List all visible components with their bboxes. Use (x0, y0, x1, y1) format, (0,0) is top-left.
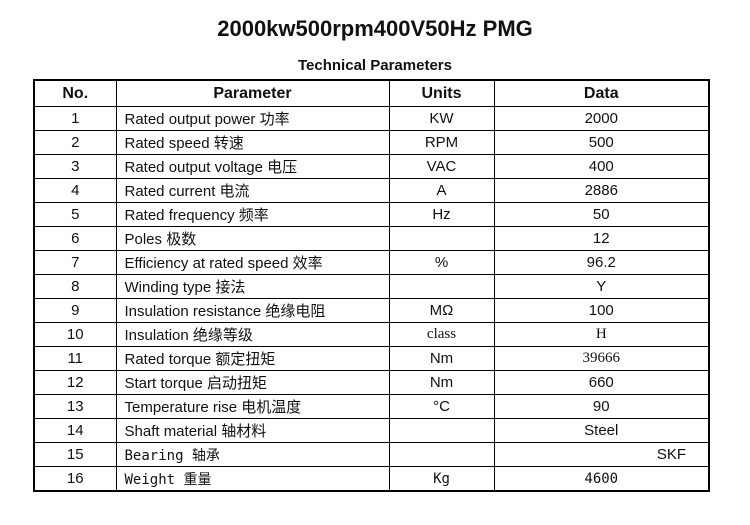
cell-data: 96.2 (493, 250, 710, 275)
cell-row-number: 10 (33, 322, 117, 347)
cell-parameter: Weight 重量 (115, 466, 390, 492)
cell-data: 2886 (493, 178, 710, 203)
cell-row-number: 14 (33, 418, 117, 443)
cell-units: A (388, 178, 495, 203)
cell-data: 39666 (493, 346, 710, 371)
cell-row-number: 4 (33, 178, 117, 203)
cell-parameter: Rated torque 额定扭矩 (115, 346, 390, 371)
cell-units: MΩ (388, 298, 495, 323)
cell-data: Y (493, 274, 710, 299)
technical-parameters-table: No. Parameter Units Data 1 Rated output … (33, 79, 710, 492)
cell-units: Nm (388, 370, 495, 395)
cell-row-number: 9 (33, 298, 117, 323)
table-row: 10 Insulation 绝缘等级 class H (33, 322, 710, 347)
cell-units (388, 442, 495, 467)
table-row: 13 Temperature rise 电机温度 °C 90 (33, 394, 710, 419)
cell-row-number: 7 (33, 250, 117, 275)
cell-parameter: Winding type 接法 (115, 274, 390, 299)
table-row: 11 Rated torque 额定扭矩 Nm 39666 (33, 346, 710, 371)
table-row: 3 Rated output voltage 电压 VAC 400 (33, 154, 710, 179)
cell-data: 400 (493, 154, 710, 179)
column-header-no: No. (33, 79, 117, 107)
table-row: 14 Shaft material 轴材料 Steel (33, 418, 710, 443)
cell-units: KW (388, 106, 495, 131)
table-row: 5 Rated frequency 频率 Hz 50 (33, 202, 710, 227)
cell-data: Steel (493, 418, 710, 443)
cell-parameter: Temperature rise 电机温度 (115, 394, 390, 419)
cell-units: Hz (388, 202, 495, 227)
cell-row-number: 1 (33, 106, 117, 131)
table-row: 9 Insulation resistance 绝缘电阻 MΩ 100 (33, 298, 710, 323)
cell-units (388, 226, 495, 251)
cell-data: 4600 (493, 466, 710, 492)
spec-sheet: 2000kw500rpm400V50Hz PMG Technical Param… (0, 16, 750, 492)
cell-data: 50 (493, 202, 710, 227)
table-row: 12 Start torque 启动扭矩 Nm 660 (33, 370, 710, 395)
cell-row-number: 15 (33, 442, 117, 467)
cell-data: 100 (493, 298, 710, 323)
cell-units: RPM (388, 130, 495, 155)
cell-units (388, 418, 495, 443)
cell-row-number: 13 (33, 394, 117, 419)
column-header-units: Units (388, 79, 495, 107)
page-title: 2000kw500rpm400V50Hz PMG (217, 16, 533, 41)
column-header-parameter: Parameter (115, 79, 390, 107)
table-row: 6 Poles 极数 12 (33, 226, 710, 251)
table-row: 2 Rated speed 转速 RPM 500 (33, 130, 710, 155)
cell-row-number: 16 (33, 466, 117, 492)
table-row: 15 Bearing 轴承 SKF (33, 442, 710, 467)
cell-row-number: 12 (33, 370, 117, 395)
cell-data: 90 (493, 394, 710, 419)
cell-parameter: Start torque 启动扭矩 (115, 370, 390, 395)
cell-row-number: 11 (33, 346, 117, 371)
cell-units: class (388, 322, 495, 347)
cell-data: 12 (493, 226, 710, 251)
cell-parameter: Insulation resistance 绝缘电阻 (115, 298, 390, 323)
cell-parameter: Rated speed 转速 (115, 130, 390, 155)
table-row: 4 Rated current 电流 A 2886 (33, 178, 710, 203)
cell-data: 500 (493, 130, 710, 155)
table-subtitle: Technical Parameters (298, 57, 452, 74)
cell-row-number: 8 (33, 274, 117, 299)
cell-parameter: Rated output voltage 电压 (115, 154, 390, 179)
cell-data: 2000 (493, 106, 710, 131)
cell-parameter: Efficiency at rated speed 效率 (115, 250, 390, 275)
table-row: 8 Winding type 接法 Y (33, 274, 710, 299)
cell-parameter: Rated output power 功率 (115, 106, 390, 131)
cell-row-number: 5 (33, 202, 117, 227)
table-row: 7 Efficiency at rated speed 效率 % 96.2 (33, 250, 710, 275)
cell-data: SKF (493, 442, 710, 467)
table-header-row: No. Parameter Units Data (33, 79, 710, 107)
cell-data: H (493, 322, 710, 347)
cell-parameter: Rated current 电流 (115, 178, 390, 203)
cell-units: Kg (388, 466, 495, 492)
cell-units: % (388, 250, 495, 275)
cell-row-number: 2 (33, 130, 117, 155)
cell-parameter: Insulation 绝缘等级 (115, 322, 390, 347)
cell-units: VAC (388, 154, 495, 179)
cell-parameter: Shaft material 轴材料 (115, 418, 390, 443)
cell-units: Nm (388, 346, 495, 371)
cell-row-number: 3 (33, 154, 117, 179)
cell-parameter: Rated frequency 频率 (115, 202, 390, 227)
cell-parameter: Poles 极数 (115, 226, 390, 251)
cell-units: °C (388, 394, 495, 419)
column-header-data: Data (493, 79, 710, 107)
cell-row-number: 6 (33, 226, 117, 251)
cell-parameter: Bearing 轴承 (115, 442, 390, 467)
cell-data: 660 (493, 370, 710, 395)
table-row: 16 Weight 重量 Kg 4600 (33, 466, 710, 492)
cell-units (388, 274, 495, 299)
table-row: 1 Rated output power 功率 KW 2000 (33, 106, 710, 131)
